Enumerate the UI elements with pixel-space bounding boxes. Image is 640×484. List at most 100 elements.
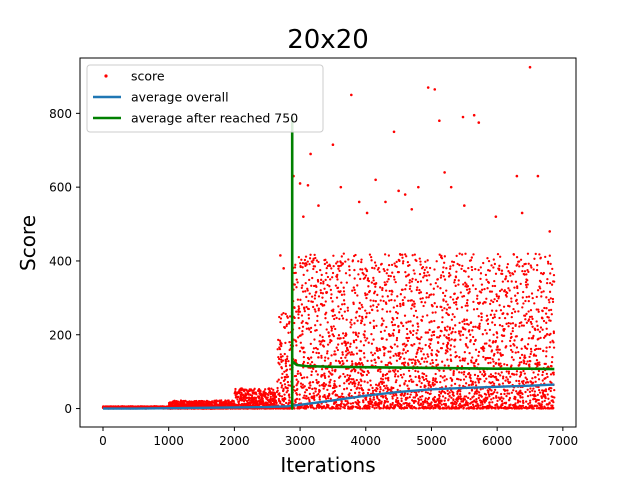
score-point bbox=[410, 290, 413, 293]
score-point bbox=[405, 406, 409, 410]
score-point bbox=[411, 277, 414, 281]
score-point bbox=[356, 294, 359, 297]
score-point bbox=[467, 266, 470, 270]
score-point bbox=[460, 371, 463, 374]
score-point bbox=[498, 383, 501, 386]
score-point bbox=[296, 372, 299, 375]
score-point bbox=[494, 339, 498, 343]
score-point bbox=[462, 406, 465, 409]
score-point bbox=[317, 380, 320, 384]
x-axis-label: Iterations bbox=[280, 453, 375, 477]
score-point bbox=[464, 382, 468, 385]
score-point bbox=[343, 388, 346, 391]
score-point bbox=[465, 318, 468, 321]
score-point bbox=[473, 361, 476, 365]
score-point bbox=[494, 407, 497, 410]
score-point bbox=[331, 369, 334, 372]
score-point bbox=[395, 394, 398, 397]
score-point bbox=[441, 360, 444, 363]
score-point bbox=[466, 362, 470, 365]
score-point bbox=[523, 354, 526, 357]
score-point bbox=[389, 370, 392, 373]
score-point bbox=[322, 282, 325, 285]
score-point bbox=[387, 263, 391, 267]
score-point bbox=[385, 384, 388, 387]
score-point bbox=[359, 372, 363, 375]
score-point bbox=[445, 308, 448, 311]
score-point bbox=[381, 373, 385, 376]
score-point bbox=[524, 299, 527, 303]
score-point bbox=[389, 274, 392, 278]
score-point bbox=[337, 267, 340, 270]
score-point bbox=[495, 295, 499, 298]
score-point bbox=[492, 300, 495, 304]
score-point bbox=[466, 285, 470, 288]
score-point bbox=[441, 316, 444, 319]
score-point bbox=[527, 337, 531, 340]
score-point bbox=[343, 406, 346, 410]
score-point bbox=[428, 266, 432, 270]
score-point bbox=[370, 359, 373, 362]
score-point bbox=[493, 298, 496, 301]
score-point bbox=[444, 397, 447, 400]
score-point bbox=[442, 275, 445, 278]
score-point bbox=[390, 346, 394, 350]
score-point bbox=[475, 400, 478, 403]
score-point bbox=[280, 344, 283, 348]
score-point bbox=[421, 266, 425, 269]
score-point bbox=[371, 308, 374, 312]
score-point bbox=[526, 283, 529, 286]
score-point bbox=[314, 324, 317, 327]
score-point bbox=[466, 309, 469, 312]
score-point bbox=[416, 348, 419, 351]
score-point bbox=[418, 380, 421, 383]
score-point bbox=[399, 373, 403, 377]
score-point bbox=[408, 264, 411, 267]
score-point bbox=[528, 355, 531, 359]
score-point bbox=[348, 265, 351, 268]
score-point bbox=[346, 341, 350, 344]
score-point bbox=[489, 313, 493, 316]
score-point bbox=[404, 271, 407, 274]
score-point bbox=[360, 361, 363, 365]
score-point bbox=[357, 260, 360, 263]
score-point bbox=[288, 399, 291, 402]
score-point bbox=[489, 373, 493, 376]
score-point bbox=[381, 322, 384, 326]
score-point bbox=[321, 335, 324, 339]
score-point bbox=[491, 381, 494, 384]
score-point bbox=[452, 301, 456, 304]
score-point bbox=[390, 263, 394, 267]
score-point bbox=[419, 362, 422, 366]
score-point bbox=[454, 351, 457, 354]
score-point bbox=[425, 266, 428, 269]
score-point bbox=[418, 342, 421, 345]
score-point bbox=[284, 360, 288, 363]
score-point bbox=[407, 299, 410, 302]
score-point bbox=[321, 374, 324, 377]
score-point bbox=[519, 389, 522, 392]
score-point bbox=[516, 285, 519, 288]
score-point bbox=[328, 264, 332, 268]
score-point bbox=[370, 259, 373, 262]
score-point bbox=[361, 317, 364, 320]
score-point bbox=[413, 359, 417, 362]
score-point bbox=[391, 401, 394, 405]
score-point bbox=[385, 397, 389, 401]
score-point bbox=[330, 267, 333, 270]
score-point bbox=[406, 384, 409, 387]
score-point bbox=[479, 388, 482, 391]
score-point bbox=[460, 397, 463, 400]
score-point bbox=[311, 381, 315, 384]
score-point bbox=[305, 305, 308, 309]
score-point bbox=[498, 316, 501, 320]
score-point bbox=[496, 336, 499, 339]
score-point bbox=[492, 382, 496, 385]
score-point bbox=[286, 389, 289, 392]
score-point bbox=[338, 269, 341, 273]
score-point bbox=[270, 387, 273, 390]
score-point bbox=[401, 262, 405, 265]
score-point bbox=[325, 291, 329, 294]
score-point bbox=[315, 285, 318, 288]
score-point bbox=[422, 304, 425, 308]
